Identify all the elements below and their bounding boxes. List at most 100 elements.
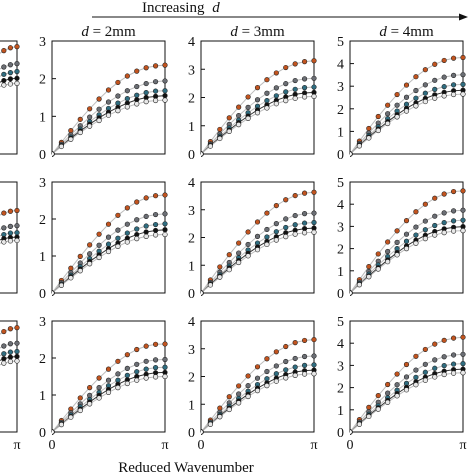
data-point: [236, 122, 242, 128]
data-point: [273, 70, 279, 76]
panel-r2-c3: 0 1 2 3 4: [188, 176, 317, 302]
y-tick-label: 0: [39, 426, 46, 441]
data-point: [115, 243, 121, 249]
data-point: [162, 192, 168, 198]
data-point: [115, 79, 121, 86]
data-point: [375, 113, 381, 120]
data-point: [201, 290, 204, 296]
data-point: [301, 190, 308, 196]
data-point: [394, 252, 400, 258]
data-point: [105, 234, 112, 240]
data-point: [14, 230, 20, 236]
data-point: [245, 104, 251, 110]
data-point: [273, 378, 279, 384]
y-tick-label: 3: [337, 359, 344, 374]
x-tick-label: π: [459, 438, 466, 453]
data-point: [350, 151, 353, 157]
data-point: [432, 95, 438, 101]
panel-grid: d = 2mm 0 1 2 3 d = 3mm 0 1 2 3 4 d = 4mm 0 1 2 3 4 5 0 1 2 3…: [0, 24, 467, 453]
data-point: [162, 341, 168, 347]
data-point: [7, 70, 14, 76]
data-point: [143, 99, 149, 105]
data-point: [1, 343, 7, 349]
data-point: [245, 115, 251, 122]
y-tick-label: 5: [337, 315, 344, 330]
y-tick-label: 1: [337, 265, 344, 280]
data-point: [105, 99, 112, 105]
data-point: [394, 102, 400, 108]
data-point: [143, 366, 149, 372]
data-point: [301, 371, 308, 377]
y-tick-label: 4: [188, 315, 195, 330]
data-point: [162, 211, 168, 217]
data-point: [162, 227, 168, 233]
plot-frame: [349, 40, 464, 155]
data-point: [292, 77, 298, 84]
data-point: [441, 337, 447, 343]
series-line: [0, 239, 18, 244]
data-point: [385, 399, 391, 405]
y-tick-label: 4: [337, 198, 344, 213]
data-point: [14, 223, 20, 229]
series-group: [0, 44, 20, 88]
data-point: [264, 226, 270, 233]
data-point: [134, 101, 140, 107]
data-point: [245, 393, 251, 400]
data-point: [68, 414, 74, 420]
svg-text:Increasing d: Increasing d: [142, 0, 220, 16]
panel-r1-c1: [0, 40, 20, 155]
column-title: d = 2mm: [81, 24, 136, 40]
increasing-d-label: Increasing d: [142, 0, 220, 16]
data-point: [283, 81, 289, 87]
data-point: [366, 135, 372, 141]
data-point: [14, 75, 20, 81]
data-point: [273, 221, 279, 227]
data-point: [217, 135, 223, 142]
data-point: [152, 227, 159, 234]
data-point: [152, 63, 159, 69]
data-point: [124, 365, 130, 371]
data-point: [105, 241, 112, 247]
y-tick-label: 1: [188, 398, 195, 413]
data-point: [124, 205, 130, 211]
data-point: [356, 143, 363, 149]
data-point: [143, 213, 149, 220]
data-point: [7, 349, 14, 355]
data-point: [403, 387, 410, 393]
data-point: [143, 195, 149, 201]
y-tick-label: 4: [188, 35, 195, 50]
data-point: [254, 85, 261, 91]
data-point: [441, 74, 447, 80]
y-tick-label: 1: [188, 259, 195, 274]
data-point: [124, 230, 130, 236]
data-point: [254, 375, 261, 381]
panel-r3-c4: 0 1 2 3 4 5 0 π: [337, 315, 467, 453]
data-point: [226, 115, 232, 121]
data-point: [432, 195, 438, 201]
data-point: [301, 211, 308, 217]
data-point: [162, 97, 168, 103]
column-title: d = 3mm: [230, 24, 285, 40]
data-point: [366, 274, 372, 280]
data-point: [311, 336, 317, 343]
data-point: [77, 253, 83, 259]
data-point: [68, 136, 74, 142]
y-tick-label: 3: [337, 220, 344, 235]
data-point: [441, 93, 447, 99]
data-point: [460, 361, 466, 367]
data-point: [385, 248, 391, 255]
data-point: [403, 108, 410, 114]
data-point: [385, 390, 391, 396]
data-point: [207, 282, 214, 288]
data-point: [292, 192, 298, 199]
data-point: [105, 366, 112, 372]
data-point: [152, 211, 159, 218]
data-point: [143, 80, 149, 87]
data-point: [413, 224, 419, 230]
x-tick-label: 0: [347, 438, 354, 453]
data-point: [264, 105, 270, 111]
data-point: [432, 357, 438, 363]
data-point: [422, 67, 428, 73]
data-point: [254, 97, 261, 103]
data-point: [52, 151, 55, 157]
